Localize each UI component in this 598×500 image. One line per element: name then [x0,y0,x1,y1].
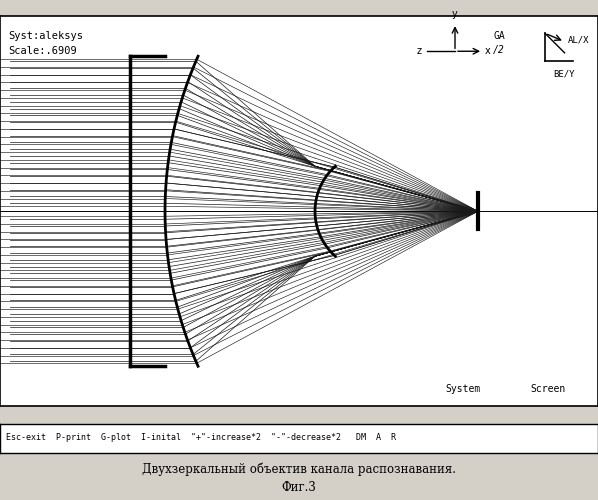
Text: y: y [452,9,458,19]
Text: /2: /2 [493,46,505,55]
Text: Esc-exit  P-print  G-plot  I-inital  "+"-increase*2  "-"-decrease*2   DM  A  R: Esc-exit P-print G-plot I-inital "+"-inc… [6,434,396,442]
Text: z: z [417,46,422,56]
Text: System: System [445,384,480,394]
Text: Screen: Screen [530,384,565,394]
Text: GA: GA [493,31,505,42]
Text: x: x [485,46,491,56]
Text: AL/X: AL/X [568,36,590,45]
Text: BE/Y: BE/Y [554,69,575,78]
Text: Syst:aleksys: Syst:aleksys [8,31,83,42]
Text: Фиг.3: Фиг.3 [282,481,316,494]
Text: Двухзеркальный объектив канала распознавания.: Двухзеркальный объектив канала распознав… [142,462,456,476]
Text: Scale:.6909: Scale:.6909 [8,46,77,56]
